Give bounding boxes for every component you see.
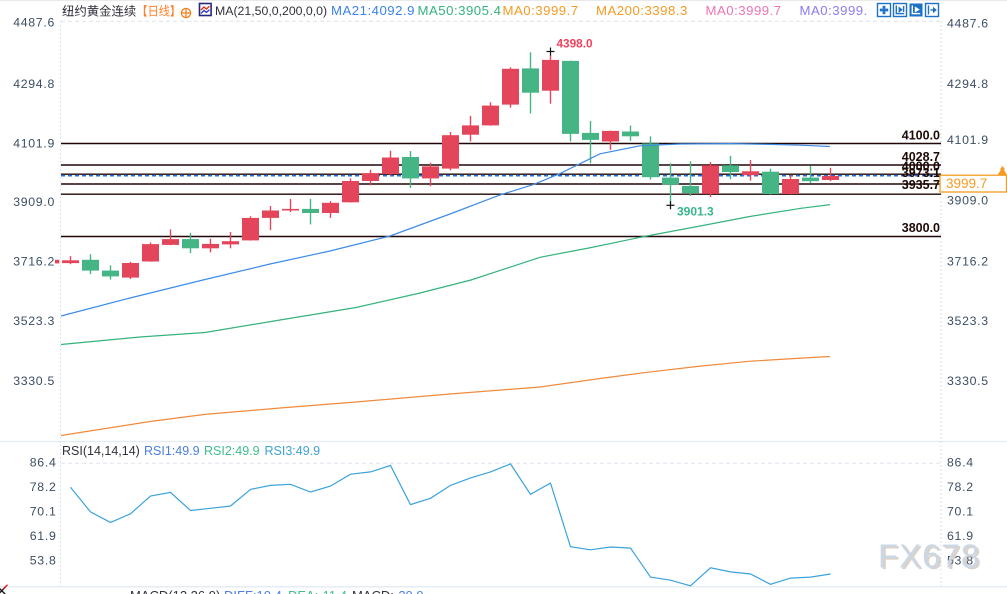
- svg-text:3330.5: 3330.5: [947, 374, 989, 388]
- svg-text:53.8: 53.8: [947, 553, 974, 567]
- svg-text:MACD(12,26,9): MACD(12,26,9): [130, 588, 220, 594]
- svg-text:3716.2: 3716.2: [13, 255, 55, 269]
- svg-text:FX678: FX678: [878, 538, 980, 575]
- svg-text:78.2: 78.2: [947, 480, 974, 494]
- svg-text:86.4: 86.4: [30, 456, 57, 470]
- svg-text:70.1: 70.1: [30, 505, 57, 519]
- svg-text:4487.6: 4487.6: [947, 17, 989, 31]
- svg-text:-20.9: -20.9: [394, 588, 424, 594]
- svg-text:3999.7: 3999.7: [946, 176, 987, 191]
- svg-text:3909.0: 3909.0: [947, 194, 989, 208]
- svg-text:DIFF:10.4: DIFF:10.4: [224, 588, 282, 594]
- svg-text:3716.2: 3716.2: [947, 255, 989, 269]
- svg-text:4294.8: 4294.8: [13, 77, 55, 91]
- svg-text:3909.0: 3909.0: [13, 195, 55, 209]
- svg-text:61.9: 61.9: [30, 529, 57, 543]
- svg-text:78.2: 78.2: [30, 480, 57, 494]
- svg-text:4000.0: 4000.0: [902, 159, 940, 173]
- svg-text:3330.5: 3330.5: [13, 374, 55, 388]
- svg-text:86.4: 86.4: [947, 456, 974, 470]
- svg-text:4294.8: 4294.8: [947, 77, 989, 91]
- svg-text:3935.7: 3935.7: [902, 178, 940, 192]
- svg-text:MACD:: MACD:: [352, 588, 394, 594]
- svg-text:MA(21,50,0,200,0,0): MA(21,50,0,200,0,0): [215, 4, 327, 18]
- svg-text:RSI2:49.9: RSI2:49.9: [204, 444, 260, 458]
- svg-text:61.9: 61.9: [947, 529, 974, 543]
- svg-text:70.1: 70.1: [947, 505, 974, 519]
- svg-text:MA0:3999.7: MA0:3999.7: [503, 3, 579, 18]
- svg-text:3523.3: 3523.3: [947, 314, 989, 328]
- svg-text:MA0:3999.: MA0:3999.: [800, 3, 868, 18]
- svg-text:4100.0: 4100.0: [902, 129, 940, 143]
- svg-text:RSI3:49.9: RSI3:49.9: [265, 444, 321, 458]
- svg-text:RSI(14,14,14): RSI(14,14,14): [62, 444, 140, 458]
- svg-text:3901.3: 3901.3: [677, 205, 714, 219]
- svg-text:4398.0: 4398.0: [557, 37, 594, 51]
- svg-text:4028.7: 4028.7: [902, 150, 940, 164]
- svg-text:DEA:-11.4: DEA:-11.4: [288, 588, 347, 594]
- svg-text:FX678: FX678: [880, 539, 982, 576]
- svg-text:3523.3: 3523.3: [13, 314, 55, 328]
- svg-text:4101.9: 4101.9: [13, 136, 55, 150]
- svg-text:MA0:3999.7: MA0:3999.7: [706, 3, 782, 18]
- svg-text:4101.9: 4101.9: [947, 133, 989, 147]
- svg-text:MA50:3905.4: MA50:3905.4: [418, 3, 502, 18]
- svg-text:53.8: 53.8: [30, 553, 57, 567]
- svg-text:4487.6: 4487.6: [13, 16, 55, 30]
- svg-text:MA21:4092.9: MA21:4092.9: [331, 3, 415, 18]
- svg-text:RSI1:49.9: RSI1:49.9: [144, 444, 200, 458]
- svg-text:3973.1: 3973.1: [902, 166, 940, 180]
- svg-text:MA200:3398.3: MA200:3398.3: [596, 3, 688, 18]
- svg-text:3800.0: 3800.0: [902, 221, 940, 235]
